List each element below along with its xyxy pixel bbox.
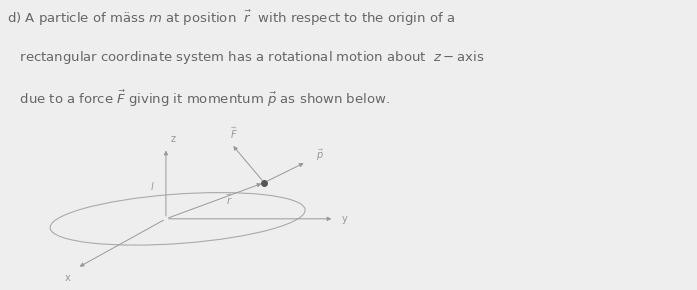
Text: due to a force $\vec{F}$ giving it momentum $\vec{p}$ as shown below.: due to a force $\vec{F}$ giving it momen… xyxy=(7,89,390,109)
Text: d) A particle of mäss $m$ at position  $\vec{r}$  with respect to the origin of : d) A particle of mäss $m$ at position $\… xyxy=(7,9,455,28)
Text: y: y xyxy=(342,214,347,224)
Text: $\vec{p}$: $\vec{p}$ xyxy=(316,148,324,163)
Text: $\vec{F}$: $\vec{F}$ xyxy=(230,125,238,141)
Text: rectangular coordinate system has a rotational motion about  $z-$axis: rectangular coordinate system has a rota… xyxy=(7,49,484,66)
Text: x: x xyxy=(65,273,70,283)
Text: $l$: $l$ xyxy=(150,180,154,192)
Text: $\vec{r}$: $\vec{r}$ xyxy=(226,193,233,207)
Text: z: z xyxy=(171,134,176,144)
